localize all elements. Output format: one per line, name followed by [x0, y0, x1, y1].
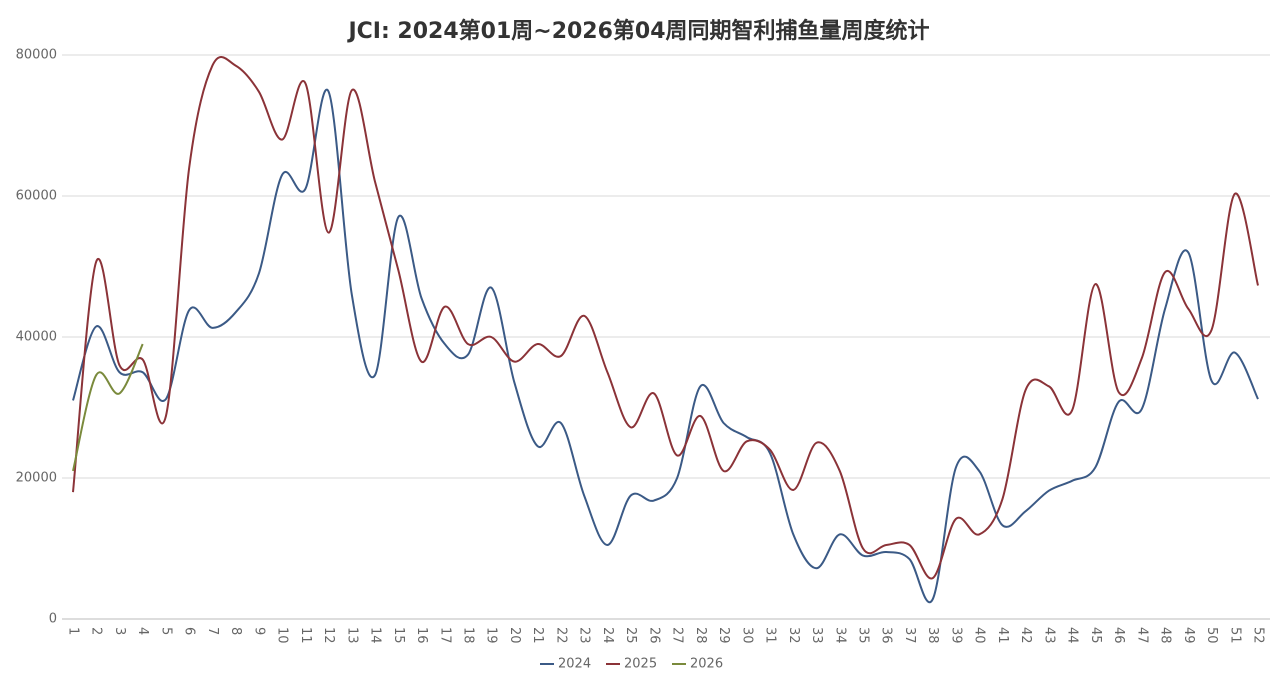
- legend-label: 2024: [558, 657, 591, 672]
- x-tick-label: 48: [1158, 627, 1173, 644]
- x-tick-label: 34: [832, 627, 847, 644]
- x-tick-label: 8: [228, 627, 243, 635]
- y-tick-label: 80000: [16, 48, 57, 63]
- y-tick-label: 20000: [16, 471, 57, 486]
- x-tick-label: 38: [925, 627, 940, 644]
- x-tick-label: 10: [275, 627, 290, 644]
- x-tick-label: 2: [89, 627, 104, 635]
- x-tick-label: 45: [1088, 627, 1103, 644]
- series-line: [72, 55, 1259, 580]
- x-tick-label: 12: [321, 627, 336, 644]
- x-tick-label: 17: [437, 627, 452, 644]
- x-tick-label: 6: [182, 627, 197, 635]
- x-tick-label: 46: [1111, 627, 1126, 644]
- x-tick-label: 41: [995, 627, 1010, 644]
- y-tick-label: 40000: [16, 330, 57, 345]
- x-tick-label: 25: [623, 627, 638, 644]
- x-tick-label: 33: [809, 627, 824, 644]
- x-tick-label: 35: [856, 627, 871, 644]
- x-tick-label: 47: [1134, 627, 1149, 644]
- x-tick-label: 28: [693, 627, 708, 644]
- x-tick-label: 42: [1018, 627, 1033, 644]
- x-tick-label: 23: [577, 627, 592, 644]
- x-tick-label: 13: [344, 627, 359, 644]
- x-tick-label: 51: [1227, 627, 1242, 644]
- x-tick-label: 16: [414, 627, 429, 644]
- x-tick-label: 52: [1251, 627, 1266, 644]
- x-tick-label: 43: [1041, 627, 1056, 644]
- x-tick-label: 11: [298, 627, 313, 644]
- x-tick-label: 37: [902, 627, 917, 644]
- x-tick-label: 15: [391, 627, 406, 644]
- legend-label: 2026: [690, 657, 723, 672]
- x-tick-label: 24: [600, 627, 615, 644]
- x-tick-label: 21: [530, 627, 545, 644]
- x-tick-label: 20: [507, 627, 522, 644]
- x-tick-label: 26: [646, 627, 661, 644]
- x-tick-label: 18: [461, 627, 476, 644]
- x-tick-label: 4: [135, 627, 150, 635]
- x-tick-label: 22: [553, 627, 568, 644]
- x-tick-label: 32: [786, 627, 801, 644]
- x-tick-label: 7: [205, 627, 220, 635]
- x-tick-label: 3: [112, 627, 127, 635]
- x-tick-label: 30: [739, 627, 754, 644]
- x-tick-label: 5: [158, 627, 173, 635]
- series-line: [72, 88, 1259, 604]
- x-tick-label: 19: [484, 627, 499, 644]
- x-tick-label: 14: [368, 627, 383, 644]
- x-tick-label: 1: [66, 627, 81, 635]
- legend-label: 2025: [624, 657, 657, 672]
- x-tick-label: 39: [948, 627, 963, 644]
- x-tick-label: 36: [879, 627, 894, 644]
- x-tick-label: 40: [972, 627, 987, 644]
- x-tick-label: 31: [763, 627, 778, 644]
- y-tick-label: 0: [49, 612, 57, 627]
- x-tick-label: 9: [251, 627, 266, 635]
- x-tick-label: 29: [716, 627, 731, 644]
- series-line: [72, 343, 144, 472]
- x-tick-label: 27: [670, 627, 685, 644]
- x-tick-label: 50: [1204, 627, 1219, 644]
- y-tick-label: 60000: [16, 189, 57, 204]
- x-tick-label: 44: [1065, 627, 1080, 644]
- chart-title: JCI: 2024第01周~2026第04周同期智利捕鱼量周度统计: [346, 18, 929, 44]
- x-tick-label: 49: [1181, 627, 1196, 644]
